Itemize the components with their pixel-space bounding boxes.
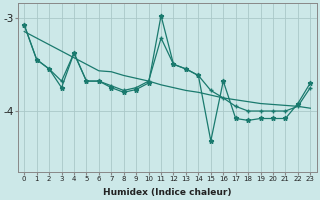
X-axis label: Humidex (Indice chaleur): Humidex (Indice chaleur) — [103, 188, 232, 197]
